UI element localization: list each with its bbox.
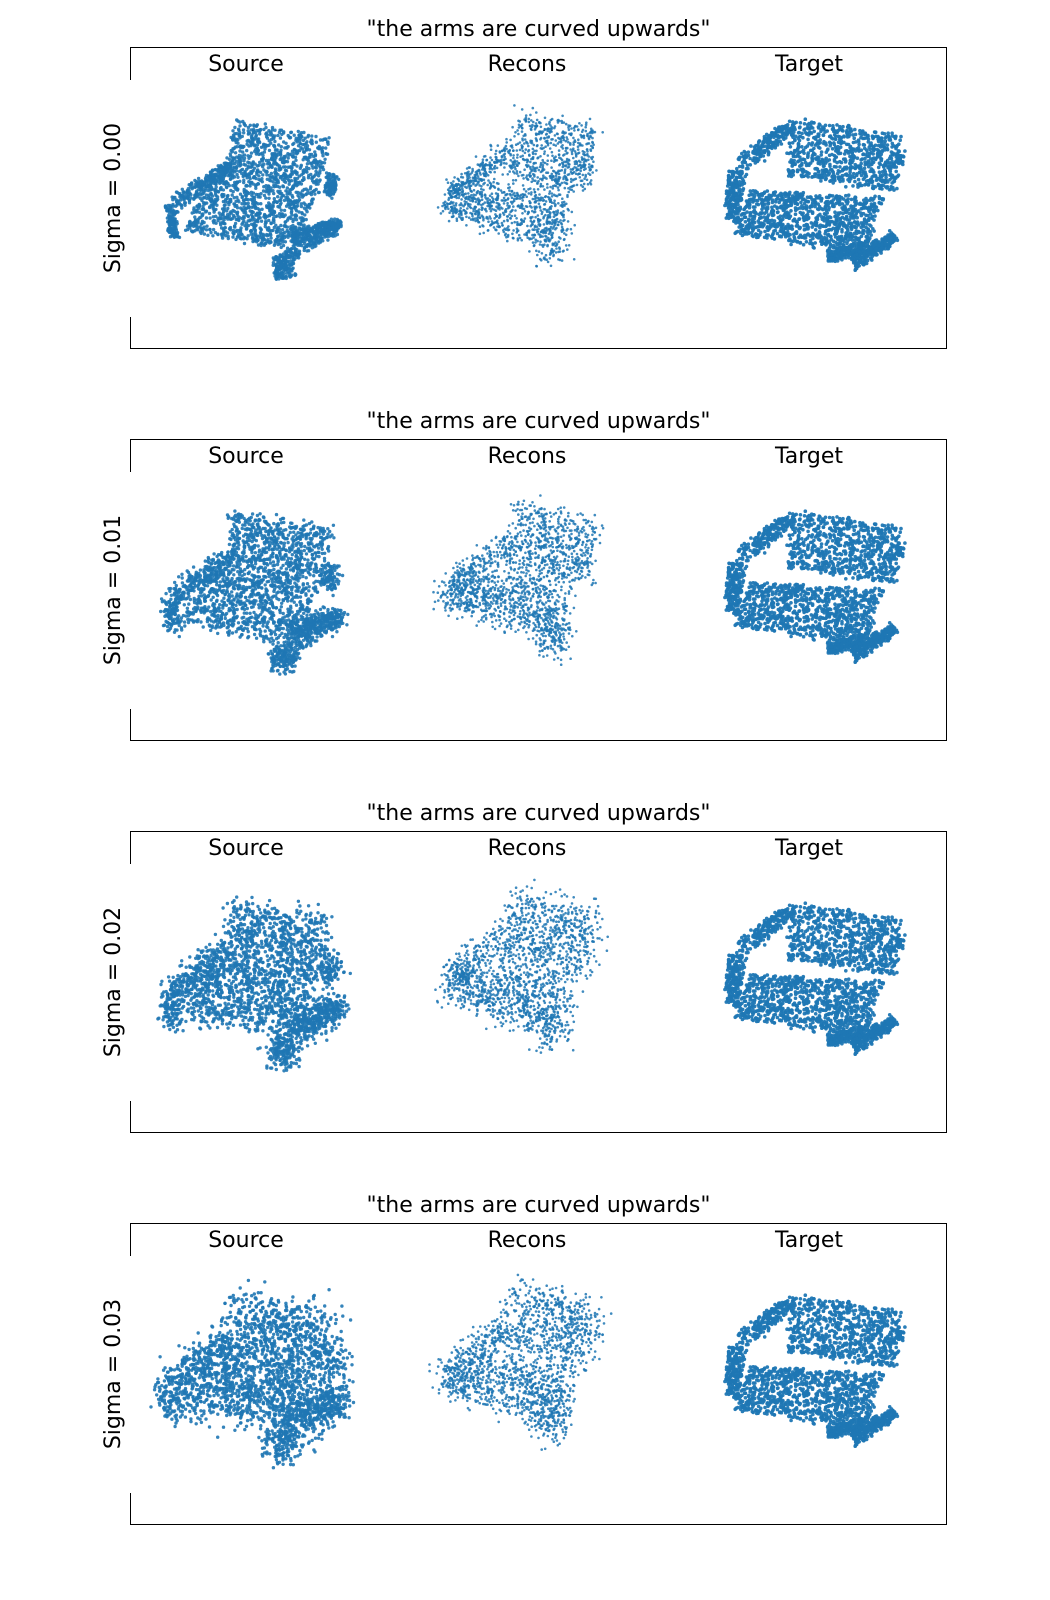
point-cloud-svg — [159, 509, 350, 676]
recons-point-cloud — [420, 80, 680, 320]
column-label-target: Target — [689, 51, 929, 79]
panel-sigma-2: "the arms are curved upwards" Sigma = 0.… — [0, 784, 1050, 1176]
column-label-recons: Recons — [407, 1227, 647, 1255]
point-cloud-svg — [156, 895, 352, 1073]
point-cloud-svg — [723, 901, 907, 1056]
column-label-target: Target — [689, 1227, 929, 1255]
point-cloud-svg — [723, 509, 907, 664]
source-point-cloud — [142, 80, 402, 320]
recons-point-cloud — [420, 864, 680, 1104]
column-label-target: Target — [689, 835, 929, 863]
point-cloud-svg — [432, 494, 605, 666]
row-label: Sigma = 0.02 — [100, 907, 128, 1057]
panel-title: "the arms are curved upwards" — [130, 16, 947, 44]
source-point-cloud — [142, 472, 402, 712]
row-label: Sigma = 0.00 — [100, 123, 128, 273]
panel-sigma-0: "the arms are curved upwards" Sigma = 0.… — [0, 0, 1050, 392]
panel-frame — [129, 831, 947, 1133]
point-cloud-svg — [428, 1273, 613, 1451]
row-label: Sigma = 0.03 — [100, 1299, 128, 1449]
point-cloud-svg — [436, 104, 604, 268]
panel-title: "the arms are curved upwards" — [130, 800, 947, 828]
column-label-recons: Recons — [407, 443, 647, 471]
column-label-source: Source — [126, 51, 366, 79]
point-cloud-svg — [163, 118, 343, 281]
column-label-source: Source — [126, 1227, 366, 1255]
panel-sigma-1: "the arms are curved upwards" Sigma = 0.… — [0, 392, 1050, 784]
column-label-target: Target — [689, 443, 929, 471]
column-label-source: Source — [126, 443, 366, 471]
source-point-cloud — [142, 864, 402, 1104]
source-point-cloud — [142, 1256, 402, 1496]
panel-frame — [129, 47, 947, 349]
column-label-recons: Recons — [407, 835, 647, 863]
column-label-source: Source — [126, 835, 366, 863]
column-label-recons: Recons — [407, 51, 647, 79]
panel-title: "the arms are curved upwards" — [130, 408, 947, 436]
point-cloud-svg — [723, 1293, 907, 1448]
point-cloud-svg — [723, 117, 907, 272]
panel-title: "the arms are curved upwards" — [130, 1192, 947, 1220]
point-cloud-svg — [149, 1278, 356, 1470]
panel-sigma-3: "the arms are curved upwards" Sigma = 0.… — [0, 1176, 1050, 1568]
target-point-cloud — [706, 1256, 966, 1496]
panel-frame — [129, 1223, 947, 1525]
panel-frame — [129, 439, 947, 741]
target-point-cloud — [706, 472, 966, 712]
recons-point-cloud — [420, 472, 680, 712]
recons-point-cloud — [420, 1256, 680, 1496]
row-label: Sigma = 0.01 — [100, 515, 128, 665]
point-cloud-svg — [434, 878, 609, 1054]
target-point-cloud — [706, 80, 966, 320]
target-point-cloud — [706, 864, 966, 1104]
